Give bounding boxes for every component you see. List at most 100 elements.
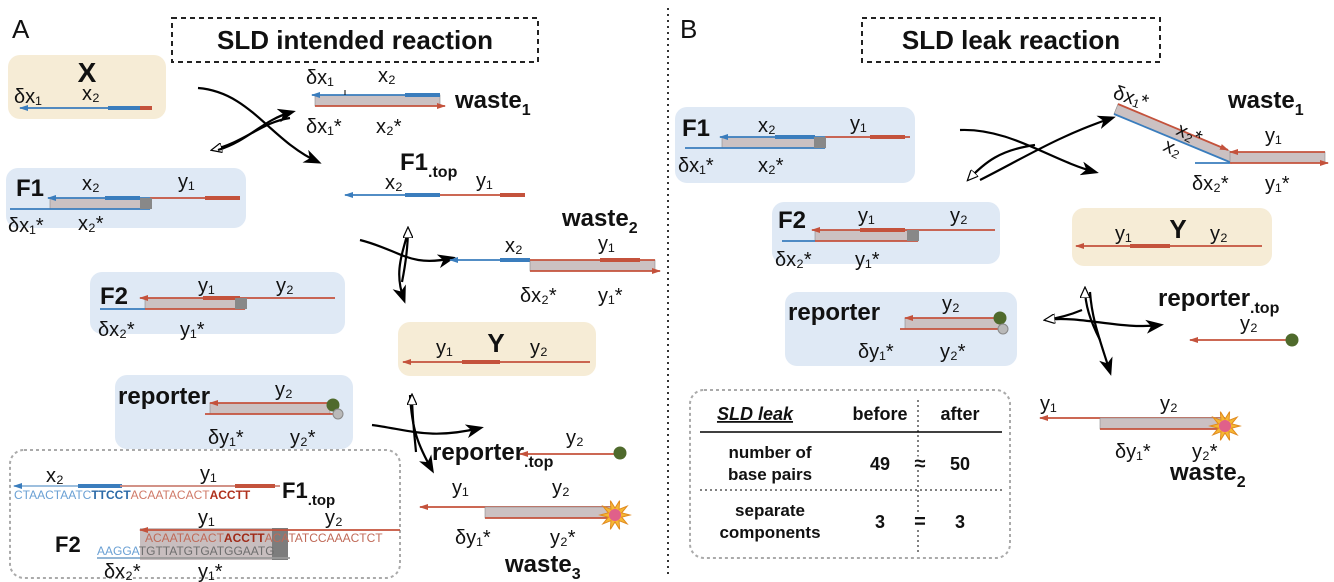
species-name: F2 <box>100 283 128 310</box>
species-name: reporter <box>788 299 880 326</box>
domain-label: δx₁ <box>14 86 42 108</box>
arrow <box>392 231 410 304</box>
duplex-end <box>140 198 152 209</box>
species-name: X <box>78 57 97 88</box>
species-name: reporter.top <box>432 439 554 471</box>
species-name: Y <box>487 328 504 358</box>
duplex-end <box>272 528 288 560</box>
species-name-sub: 2 <box>1237 474 1246 491</box>
sequence: AAGGATGTTATGTGATGGAATG <box>97 544 275 558</box>
table-header: after <box>940 404 979 424</box>
domain-label: x₂ <box>385 172 403 194</box>
sequence-segment: ACCTT <box>224 531 265 545</box>
domain-label: y₁ <box>198 507 215 529</box>
arrow <box>968 143 1036 180</box>
arrow <box>1085 288 1101 341</box>
species-name: F1.top <box>282 478 335 509</box>
fluorophore-lit <box>609 509 621 521</box>
domain-label: δx₁* <box>8 215 44 237</box>
species-name: F1.top <box>400 149 458 181</box>
quencher <box>997 323 1009 335</box>
domain-label: δx₁* <box>678 155 714 177</box>
domain-label: δx₂* <box>98 319 135 341</box>
duplex <box>140 528 288 560</box>
reaction-arrows <box>197 86 1164 474</box>
domain-label: x₂ <box>378 65 396 87</box>
domain-label: δx₁* <box>306 116 342 138</box>
species-name-sub: 2 <box>629 220 638 237</box>
species-name: waste1 <box>454 87 531 119</box>
table-row-label: components <box>719 523 820 542</box>
domain-label: δx₂* <box>104 561 141 582</box>
domain-label: y₂ <box>942 293 960 315</box>
domain-label: δx₂* <box>775 249 812 271</box>
duplex <box>209 402 331 415</box>
domain-label: y₂ <box>1210 223 1228 245</box>
domain-label: y₂* <box>1192 441 1218 463</box>
species-name-main: Y <box>1169 214 1186 244</box>
species-name: F2 <box>55 532 81 557</box>
sequence-segment: CTAACTAATC <box>14 488 92 502</box>
domain-label: y₂ <box>950 205 968 227</box>
domain-label: x₂ <box>758 115 776 137</box>
species-name: waste1 <box>1227 87 1304 119</box>
domain-label: y₂* <box>290 427 316 449</box>
arrow <box>197 86 322 164</box>
table-cell: 50 <box>950 454 970 474</box>
arrow <box>217 108 296 152</box>
domain-label: δx₂* <box>520 285 557 307</box>
domain-label: x₂* <box>376 116 402 138</box>
sequence-segment: ACAATACACT <box>131 488 211 502</box>
domain-label: x₂ <box>505 235 523 257</box>
arrow <box>959 128 1099 176</box>
strand <box>1113 113 1233 164</box>
domain-label: y₂ <box>1160 393 1178 415</box>
panel-letter: B <box>680 14 697 44</box>
arrow <box>400 228 408 283</box>
domain-label: y₁ <box>178 171 195 193</box>
species-name-main: F2 <box>778 207 806 234</box>
sequence-segment: ACATATCCAAACTCT <box>265 531 384 545</box>
domain-label: y₁* <box>198 561 223 582</box>
domain-label: y₁* <box>180 319 205 341</box>
duplex <box>484 506 613 519</box>
title-box <box>861 17 1161 63</box>
arrow <box>371 423 484 439</box>
domain-label: y₁ <box>850 113 867 135</box>
domain-label: x₂ <box>46 465 64 487</box>
species-name-main: F1 <box>400 149 428 176</box>
arrow <box>1045 308 1083 320</box>
domain-label: y₁ <box>436 337 453 359</box>
table-box <box>689 389 1011 559</box>
domain-label: y₁ <box>200 463 217 485</box>
species-name-main: reporter <box>118 383 210 410</box>
species-name-sub: 1 <box>1295 102 1304 119</box>
species-name-main: waste <box>561 205 629 232</box>
duplex-end <box>907 230 919 241</box>
table-header: SLD leak <box>717 404 794 424</box>
table-cell: 3 <box>875 512 885 532</box>
panel-letter: A <box>12 14 30 44</box>
quencher <box>332 408 344 420</box>
domain-label: δy₁* <box>455 527 491 549</box>
domain-label: y₂ <box>325 507 343 529</box>
domain-label: y₂ <box>552 477 570 499</box>
species-name-sub: .top <box>428 164 458 181</box>
species-name-main: Y <box>487 328 504 358</box>
domain-label: y₂ <box>566 427 584 449</box>
sequence-segment: TTCCT <box>91 488 131 502</box>
species-name-main: waste <box>1169 459 1237 486</box>
domain-label: x₂* <box>78 213 104 235</box>
sequence: ACAATACACTACCTTACATATCCAAACTCT <box>145 531 383 545</box>
fluorophore <box>1285 333 1299 347</box>
species-name: Y <box>1169 214 1186 244</box>
domain-label: y₁ <box>1040 393 1057 415</box>
table-header: before <box>852 404 907 424</box>
domain-label: x₂* <box>758 155 784 177</box>
fluorophore <box>326 398 340 412</box>
fluorophore-lit <box>1219 420 1231 432</box>
domain-label: y₁* <box>1265 173 1290 195</box>
table-row-label: base pairs <box>728 465 812 484</box>
species-name-main: F2 <box>55 532 81 557</box>
